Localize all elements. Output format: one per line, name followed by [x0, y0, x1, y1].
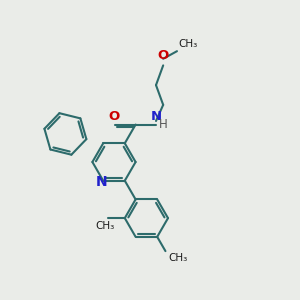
- Text: N: N: [150, 110, 162, 123]
- Text: O: O: [108, 110, 119, 123]
- Text: CH₃: CH₃: [178, 39, 198, 50]
- Text: O: O: [158, 49, 169, 62]
- Text: H: H: [159, 118, 168, 131]
- Text: CH₃: CH₃: [169, 253, 188, 262]
- Text: CH₃: CH₃: [96, 221, 115, 231]
- Text: N: N: [96, 175, 107, 189]
